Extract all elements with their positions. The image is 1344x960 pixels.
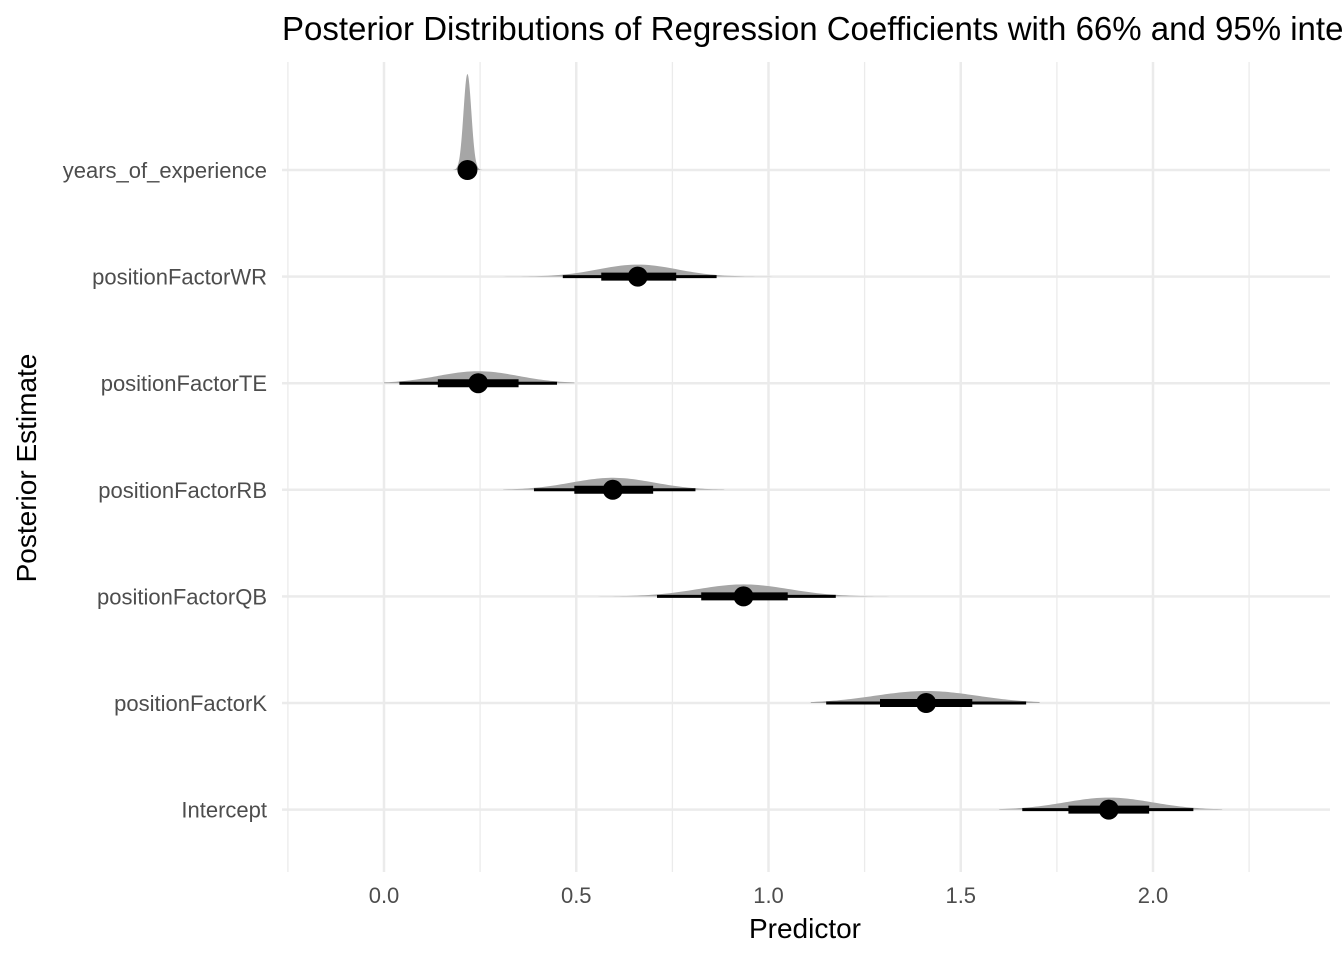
point-layer [457, 160, 1119, 820]
x-tick-label: 1.0 [753, 883, 784, 908]
y-tick-label: positionFactorTE [101, 371, 267, 396]
median-point [602, 479, 623, 500]
y-tick-label: Intercept [181, 798, 267, 823]
y-tick-label: positionFactorRB [98, 478, 267, 503]
x-tick-label: 0.5 [561, 883, 592, 908]
x-tick-label: 2.0 [1138, 883, 1169, 908]
density-layer [384, 74, 1223, 810]
median-point [733, 586, 754, 607]
median-point [468, 373, 489, 394]
x-tick-label: 0.0 [369, 883, 400, 908]
median-point [457, 160, 478, 180]
x-axis-title: Predictor [749, 913, 861, 944]
y-tick-label: positionFactorK [114, 691, 267, 716]
y-tick-label: positionFactorQB [97, 584, 267, 609]
median-point [916, 693, 937, 713]
grid [282, 62, 1330, 872]
y-tick-labels: years_of_experience positionFactorWR posit… [63, 158, 268, 823]
x-tick-label: 1.5 [945, 883, 976, 908]
x-tick-labels: 0.0 0.5 1.0 1.5 2.0 [369, 883, 1169, 908]
median-point [627, 266, 648, 287]
y-tick-label: positionFactorWR [92, 265, 267, 290]
y-axis-title: Posterior Estimate [11, 354, 42, 583]
chart-title: Posterior Distributions of Regression Co… [282, 10, 1344, 47]
median-point [1098, 799, 1119, 820]
y-tick-label: years_of_experience [63, 158, 267, 183]
density-slab [453, 74, 484, 170]
